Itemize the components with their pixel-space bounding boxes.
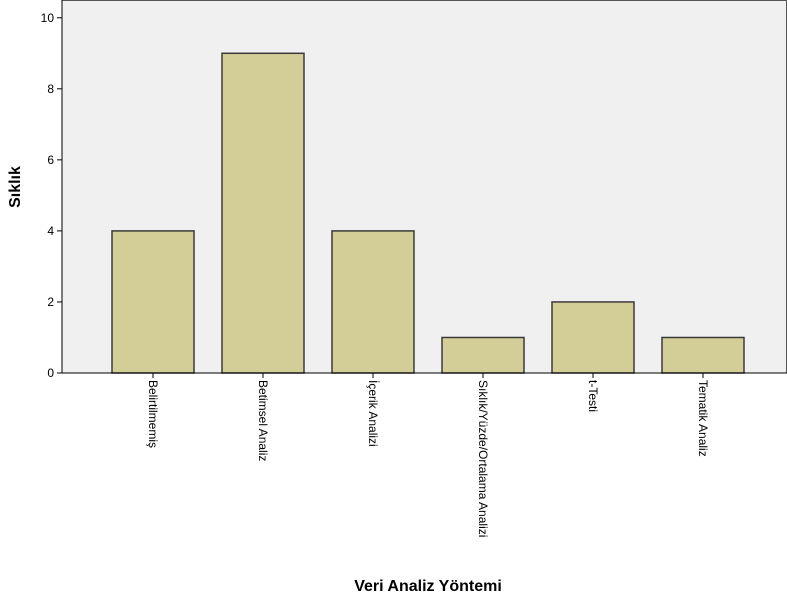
y-axis: 0 2 4 6 8 10 [41,0,63,380]
x-tick-label: İçerik Analizi [366,380,380,447]
y-axis-title: Sıklık [7,166,24,208]
x-tick-label: Sıklık/Yüzde/Ortalama Analizi [476,380,490,537]
x-tick-label: Tematik Analiz [696,380,710,457]
y-tick-label: 2 [47,295,54,309]
bar [111,230,195,374]
y-tick-label: 4 [47,224,54,238]
x-axis: Belirtilmemiş Betimsel Analiz İçerik Anali… [62,372,787,537]
bar [221,52,305,374]
y-tick-label: 8 [47,82,54,96]
x-tick-label: t-Testi [586,380,600,412]
x-tick-label: Belirtilmemiş [146,380,160,448]
y-tick-label: 0 [47,366,54,380]
x-tick-label: Betimsel Analiz [256,380,270,461]
bar [441,336,525,374]
bar [661,336,745,374]
bar [331,230,415,374]
y-tick-label: 6 [47,153,54,167]
bar [551,301,635,374]
x-axis-title: Veri Analiz Yöntemi [354,578,502,595]
y-tick-label: 10 [41,11,55,25]
